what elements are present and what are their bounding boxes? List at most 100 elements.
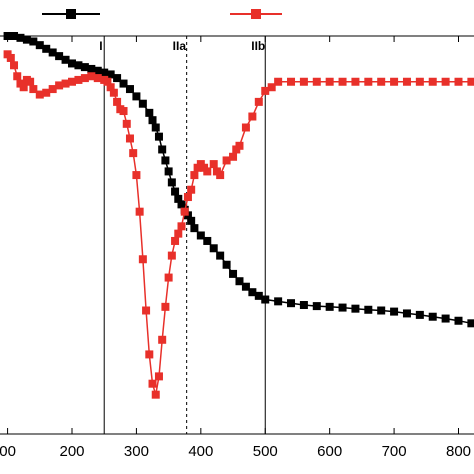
series-1-point [6, 53, 15, 62]
series-0-point [428, 312, 437, 321]
series-0-point [261, 295, 270, 304]
series-0-point [16, 33, 25, 42]
series-1-point [274, 77, 283, 86]
series-1-point [29, 85, 38, 94]
series-1-point [377, 77, 386, 86]
series-1-point [142, 306, 151, 315]
series-1-point [222, 156, 231, 165]
plot-area: 002003004005006007008008IIIaIIb [0, 32, 474, 460]
series-1-point [248, 112, 257, 121]
series-0-point [190, 224, 199, 233]
series-1-point [312, 77, 321, 86]
series-1-point [441, 77, 450, 86]
series-0-point [48, 48, 57, 57]
series-1-point [164, 273, 173, 282]
series-1-point [138, 255, 147, 264]
x-tick-label: 600 [317, 443, 342, 460]
series-0-point [351, 304, 360, 313]
series-0-point [93, 66, 102, 75]
series-0-point [158, 145, 167, 154]
series-0-point [61, 55, 70, 64]
series-0-point [287, 299, 296, 308]
x-tick-label: 400 [188, 443, 213, 460]
series-0-point [74, 61, 83, 70]
series-0-point [42, 44, 51, 53]
x-tick-label: 200 [59, 443, 84, 460]
series-0-point [377, 306, 386, 315]
series-0-point [248, 288, 257, 297]
series-1-point [109, 88, 118, 97]
series-0-point [132, 92, 141, 101]
series-1-point [122, 119, 131, 128]
series-0-point [177, 200, 186, 209]
legend [42, 9, 282, 19]
series-1-point [145, 350, 154, 359]
series-0-point [138, 99, 147, 108]
series-0-point [364, 305, 373, 314]
series-1-point [287, 77, 296, 86]
series-0-point [167, 178, 176, 187]
series-0-point [454, 316, 463, 325]
series-1-point [129, 149, 138, 158]
series-1-point [161, 302, 170, 311]
series-1-point [151, 390, 160, 399]
series-0-point [174, 194, 183, 203]
series-0-point [254, 291, 263, 300]
series-1-point [203, 167, 212, 176]
series-1-point [174, 229, 183, 238]
series-1-point [364, 77, 373, 86]
region-label: I [99, 39, 102, 53]
series-0-point [68, 59, 76, 68]
series-1-point [402, 77, 411, 86]
series-1-point [171, 236, 180, 245]
series-0-point [312, 302, 321, 311]
series-0-point [441, 314, 450, 323]
series-1-point [106, 83, 115, 92]
series-1-point [26, 77, 35, 86]
series-1-point [68, 77, 76, 86]
series-0-point [100, 68, 109, 77]
series-1-point [235, 141, 244, 150]
series-1-point [61, 79, 70, 88]
series-1-point [158, 335, 167, 344]
series-0-point [235, 277, 244, 286]
series-1-point [132, 171, 141, 180]
series-0-point [222, 260, 231, 269]
series-0-point [35, 41, 44, 50]
series-0-point [55, 52, 64, 61]
series-1-point [190, 171, 199, 180]
series-1-point [216, 171, 225, 180]
series-1-point [229, 152, 238, 161]
series-1-point [93, 74, 102, 83]
series-1-point [183, 193, 192, 202]
series-0-point [402, 309, 411, 318]
series-1-point [19, 83, 28, 92]
x-tick-label: 800 [446, 443, 471, 460]
series-0-point [113, 74, 122, 83]
series-1-point [254, 97, 263, 106]
series-1-point [467, 77, 474, 86]
series-1-point [209, 160, 218, 169]
series-1-point [267, 83, 276, 92]
series-1-point [428, 77, 437, 86]
series-1-point [103, 77, 112, 86]
series-1-point [119, 107, 128, 116]
series-1-point [241, 123, 250, 132]
series-1-point [177, 222, 186, 231]
region-label: IIb [251, 39, 265, 53]
series-1-point [35, 90, 44, 99]
series-1-point [80, 74, 89, 83]
series-0-point [151, 123, 160, 132]
series-1-point [154, 372, 163, 381]
series-1-point [351, 77, 360, 86]
series-0-point [299, 301, 308, 310]
series-1-point [125, 134, 134, 143]
series-1-point [113, 97, 122, 106]
legend-marker-red [251, 9, 261, 19]
series-1-point [87, 72, 96, 81]
series-1-point [167, 251, 176, 260]
series-0-point [148, 116, 157, 125]
series-0-point [106, 70, 115, 79]
series-0-point [161, 156, 170, 165]
series-0-point [154, 132, 163, 141]
